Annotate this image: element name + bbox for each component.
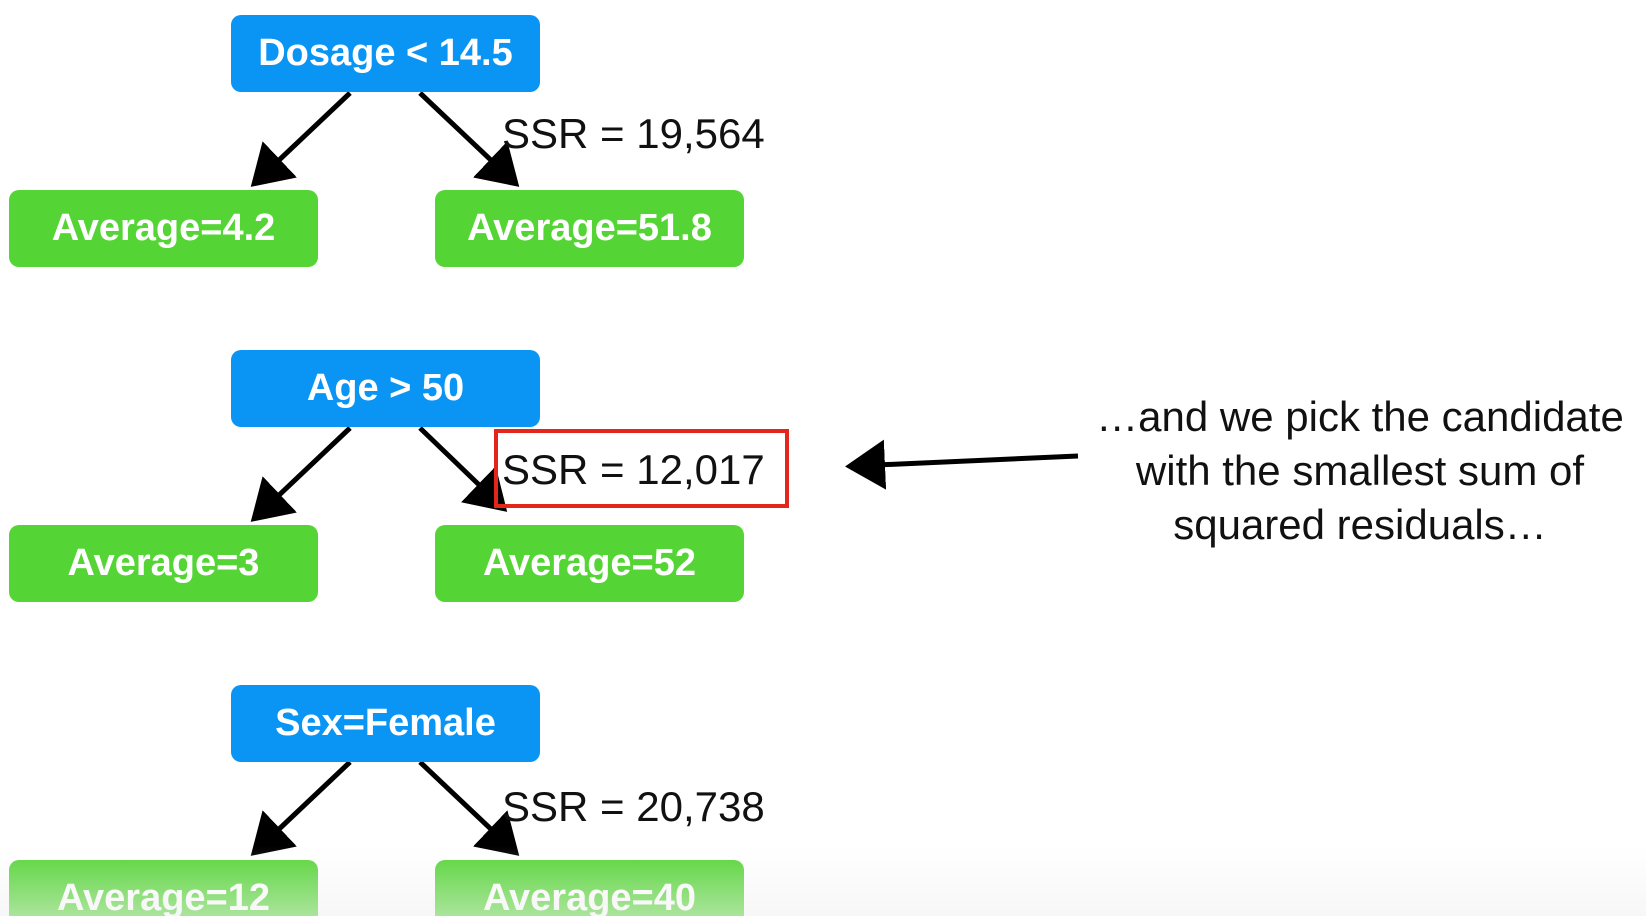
tree1-left-arrow xyxy=(250,91,352,187)
tree1-left-leaf: Average=4.2 xyxy=(9,190,318,267)
tree1-right-arrow xyxy=(418,91,520,187)
note-line-1: …and we pick the candidate xyxy=(1096,393,1624,440)
tree3-right-leaf-label: Average=40 xyxy=(482,877,697,916)
tree1-right-leaf: Average=51.8 xyxy=(435,190,744,267)
tree2-left-leaf-label: Average=3 xyxy=(67,542,260,584)
tree3-left-leaf-label: Average=12 xyxy=(56,877,271,916)
tree1-root-label: Dosage < 14.5 xyxy=(258,32,513,74)
tree2-root-label: Age > 50 xyxy=(306,367,465,409)
tree1-left-leaf-label: Average=4.2 xyxy=(51,207,276,249)
tree1-ssr: SSR = 19,564 xyxy=(502,110,765,157)
tree3-right-arrow xyxy=(418,760,520,856)
tree2-left-leaf: Average=3 xyxy=(9,525,318,602)
tree2-ssr: SSR = 12,017 xyxy=(502,446,765,493)
tree3-right-leaf: Average=40 xyxy=(435,860,744,916)
explanation-note: …and we pick the candidate with the smal… xyxy=(1060,390,1646,552)
tree2-left-arrow xyxy=(250,426,352,522)
tree2-root-node: Age > 50 xyxy=(231,350,540,427)
tree1-right-leaf-label: Average=51.8 xyxy=(467,207,712,249)
tree3-root-node: Sex=Female xyxy=(231,685,540,762)
tree3-left-leaf: Average=12 xyxy=(9,860,318,916)
tree3-root-label: Sex=Female xyxy=(275,702,496,744)
note-line-2: with the smallest sum of xyxy=(1135,447,1585,494)
note-line-3: squared residuals… xyxy=(1173,501,1547,548)
tree3-ssr: SSR = 20,738 xyxy=(502,783,765,830)
tree1-root-node: Dosage < 14.5 xyxy=(231,15,540,92)
tree2-right-leaf-label: Average=52 xyxy=(482,542,697,584)
tree2-right-leaf: Average=52 xyxy=(435,525,744,602)
tree2-right-arrow xyxy=(418,426,508,512)
pointer-arrow xyxy=(845,439,1079,490)
ssr-highlight-box xyxy=(494,429,789,508)
tree3-left-arrow xyxy=(250,760,352,856)
